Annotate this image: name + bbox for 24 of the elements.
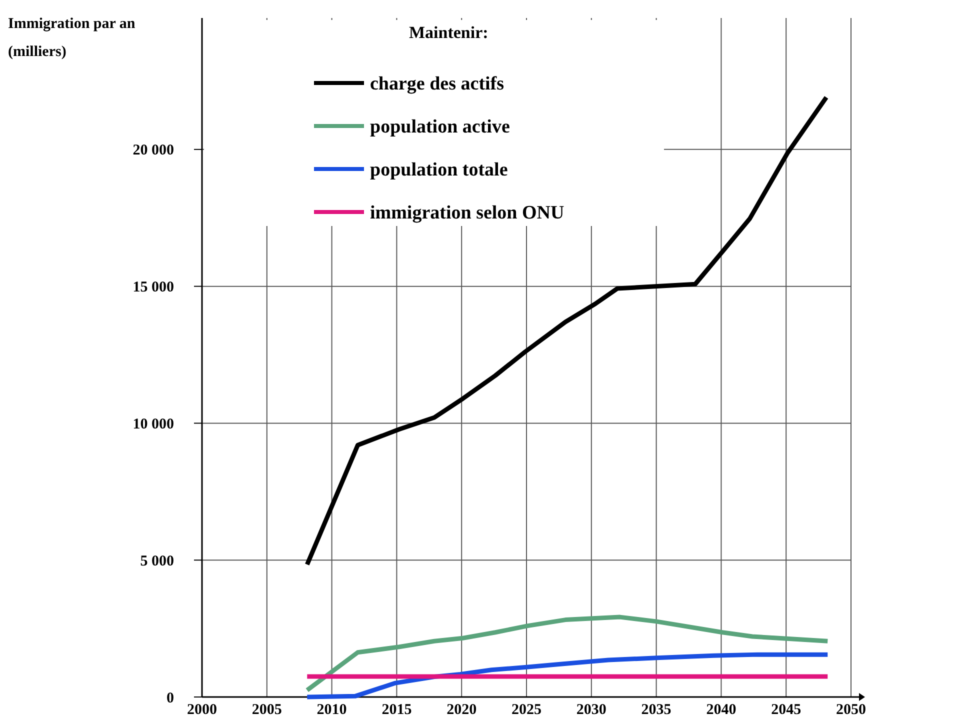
x-tick-label: 2015 <box>382 702 412 718</box>
x-tick-label: 2020 <box>446 702 477 718</box>
x-tick-label: 2025 <box>512 702 542 718</box>
line-series <box>304 614 830 692</box>
x-tick-label: 2010 <box>316 702 347 718</box>
line-series <box>304 95 829 567</box>
legend-label: charge des actifs <box>370 74 504 95</box>
y-tick-label: 0 <box>166 690 174 706</box>
x-tick-label: 2030 <box>576 702 606 718</box>
x-tick-label: 2035 <box>641 702 672 718</box>
legend-title: Maintenir: <box>409 23 488 42</box>
y-axis-title: Immigration par an (milliers) <box>8 16 136 60</box>
x-tick-label: 2040 <box>706 702 736 718</box>
x-tick-label: 2045 <box>771 702 802 718</box>
legend-label: population active <box>370 116 510 138</box>
y-tick-label: 20 000 <box>132 142 174 159</box>
y-tick-label: 10 000 <box>132 416 174 432</box>
legend-label: population totale <box>370 160 508 181</box>
legend-label: immigration selon ONU <box>370 202 564 224</box>
y-tick-label: 15 000 <box>132 280 174 296</box>
x-tick-label: 2005 <box>252 702 282 718</box>
y-tick-label: 5 000 <box>140 553 174 570</box>
x-tick-label: 2050 <box>836 702 866 718</box>
x-tick-label: 2000 <box>187 702 217 718</box>
